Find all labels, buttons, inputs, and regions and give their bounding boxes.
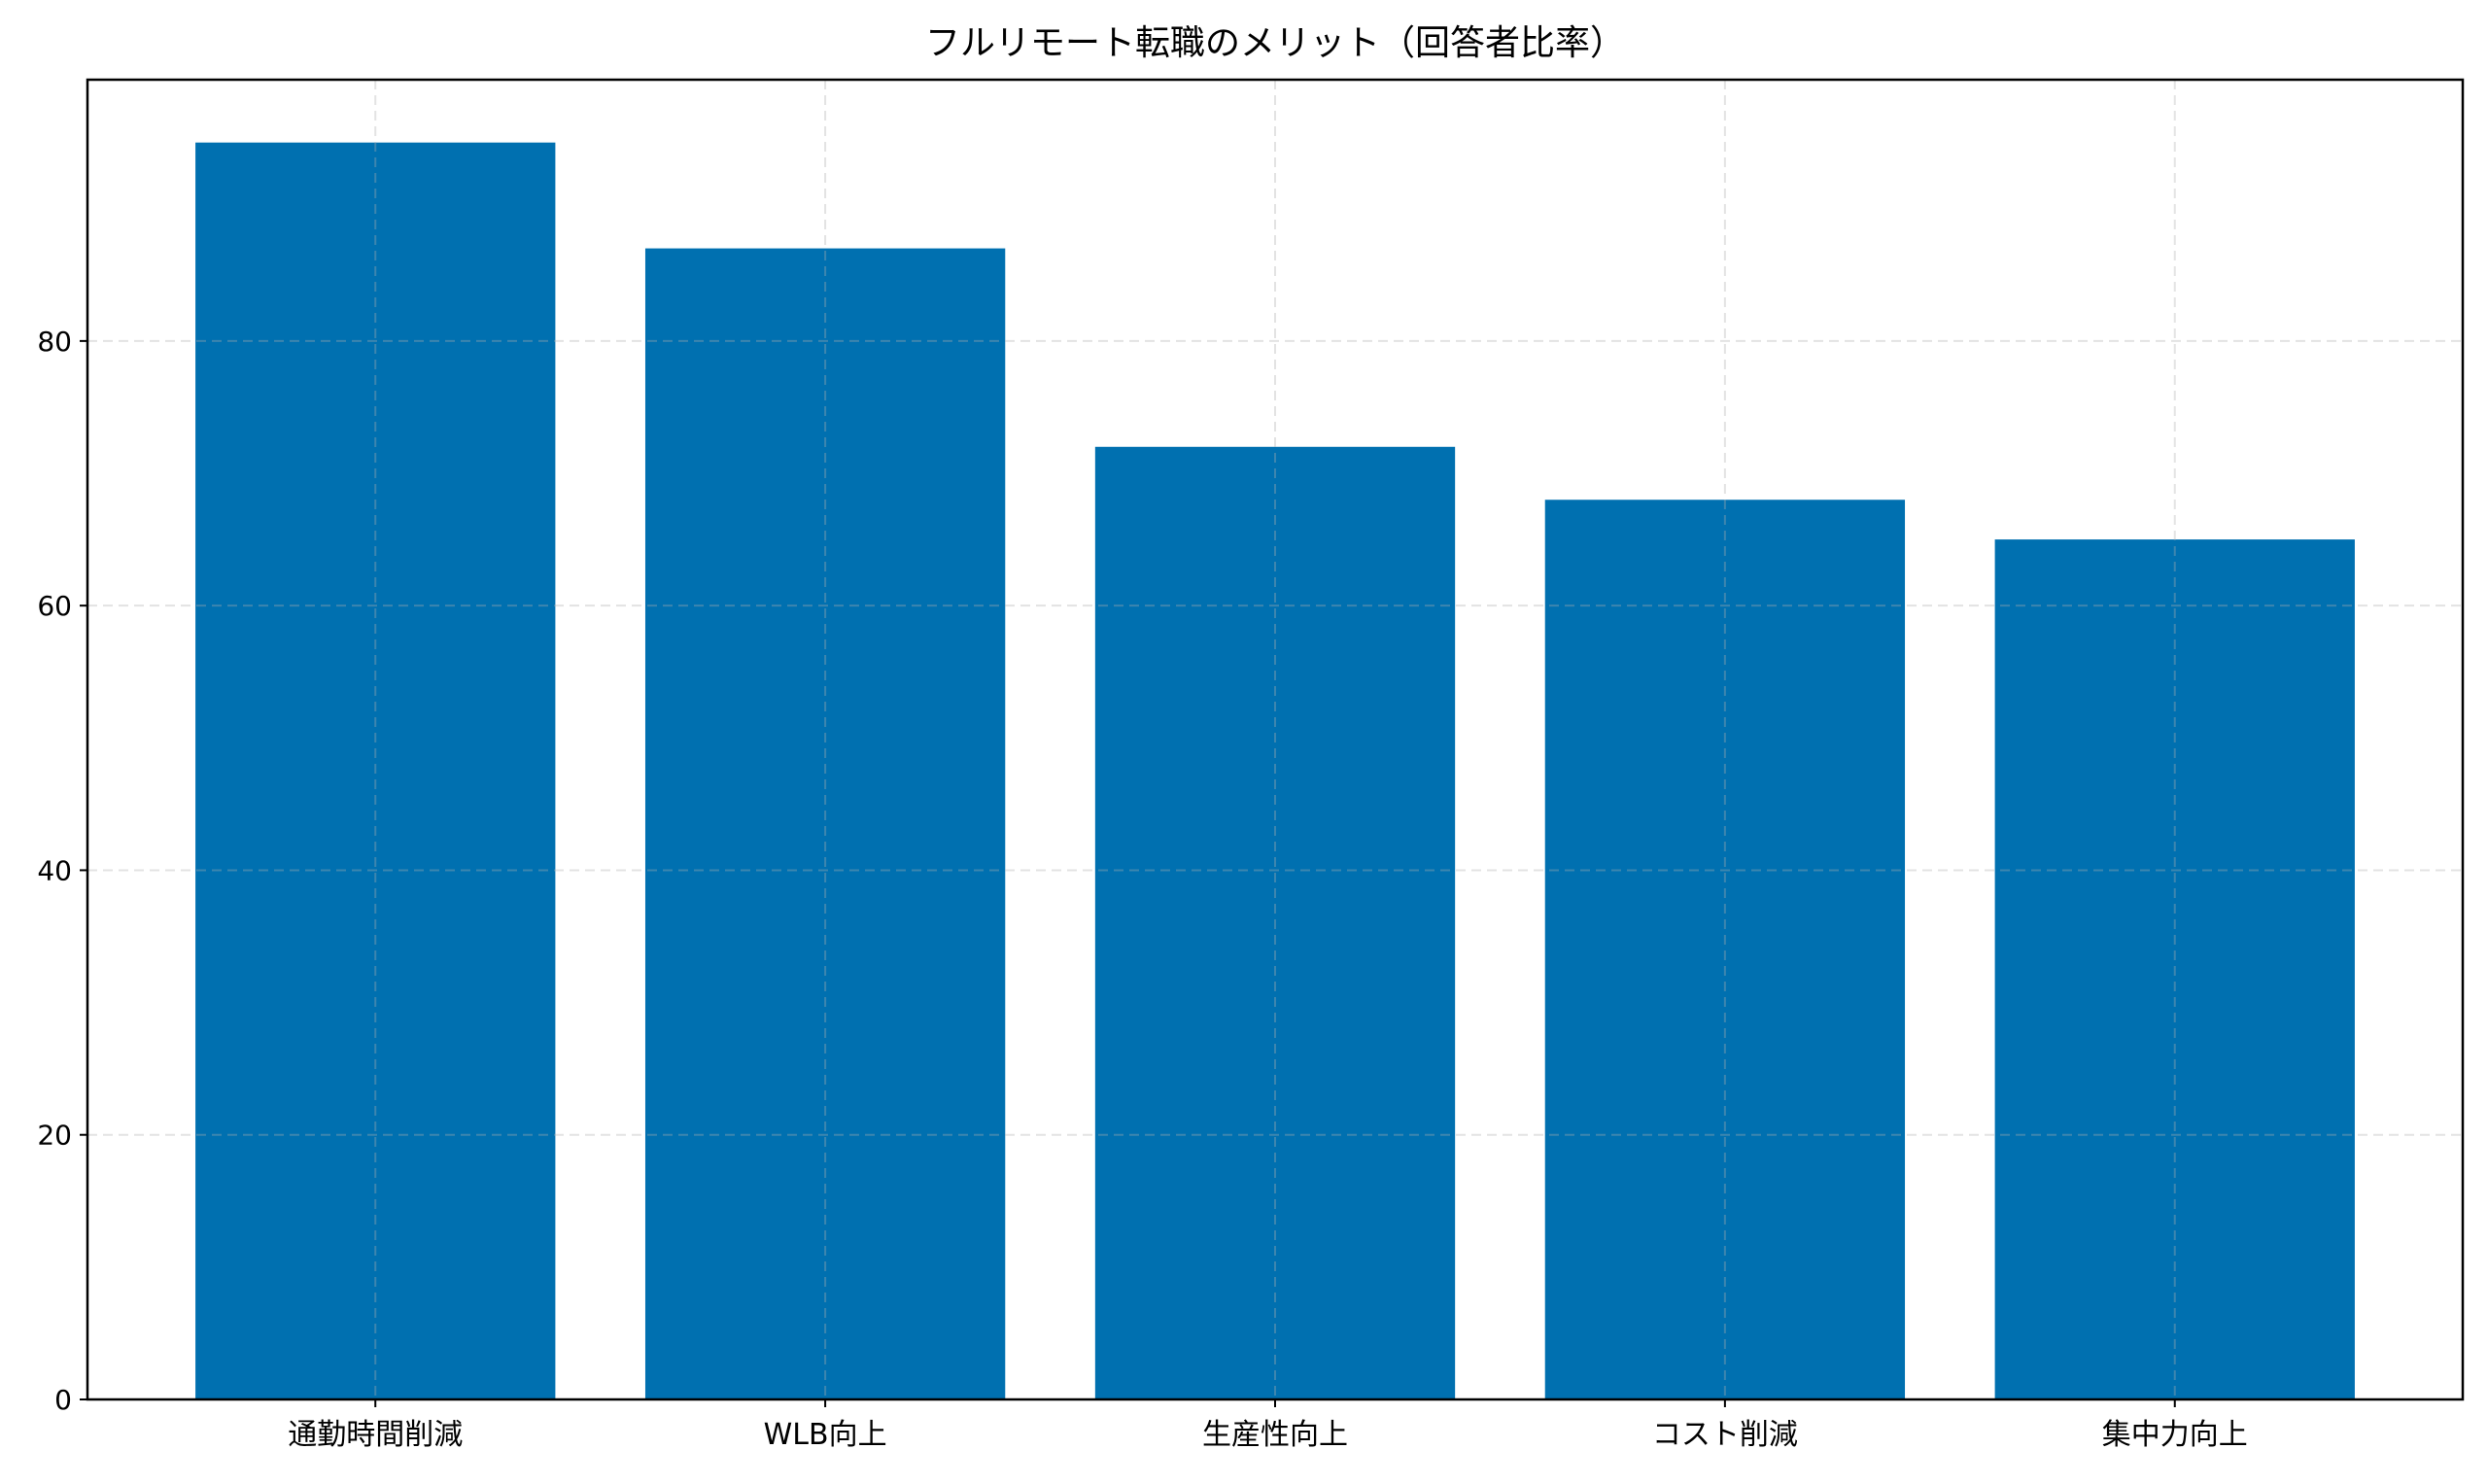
x-tick-label: 集中力向上 — [2102, 1418, 2248, 1452]
x-tick-label: 通勤時間削減 — [288, 1418, 463, 1452]
x-tick-label: WLB向上 — [764, 1418, 887, 1452]
x-tick-label: 生産性向上 — [1202, 1418, 1348, 1452]
bar-3 — [1544, 500, 1906, 1399]
bar-0 — [195, 142, 556, 1400]
chart-title: フルリモート転職のメリット（回答者比率） — [925, 23, 1625, 63]
y-tick-label: 40 — [37, 854, 72, 886]
bars — [195, 142, 2355, 1400]
y-tick-label: 60 — [37, 590, 72, 622]
bar-1 — [644, 248, 1006, 1399]
y-tick-label: 0 — [54, 1384, 72, 1416]
x-tick-label: コスト削減 — [1652, 1418, 1798, 1452]
y-axis: 0 20 40 60 80 — [37, 326, 87, 1416]
bar-4 — [1994, 539, 2355, 1399]
y-tick-label: 20 — [37, 1120, 72, 1152]
grid — [87, 80, 2463, 1399]
y-tick-label: 80 — [37, 326, 72, 358]
x-axis: 通勤時間削減 WLB向上 生産性向上 コスト削減 集中力向上 — [288, 1399, 2248, 1452]
bar-2 — [1094, 446, 1456, 1400]
